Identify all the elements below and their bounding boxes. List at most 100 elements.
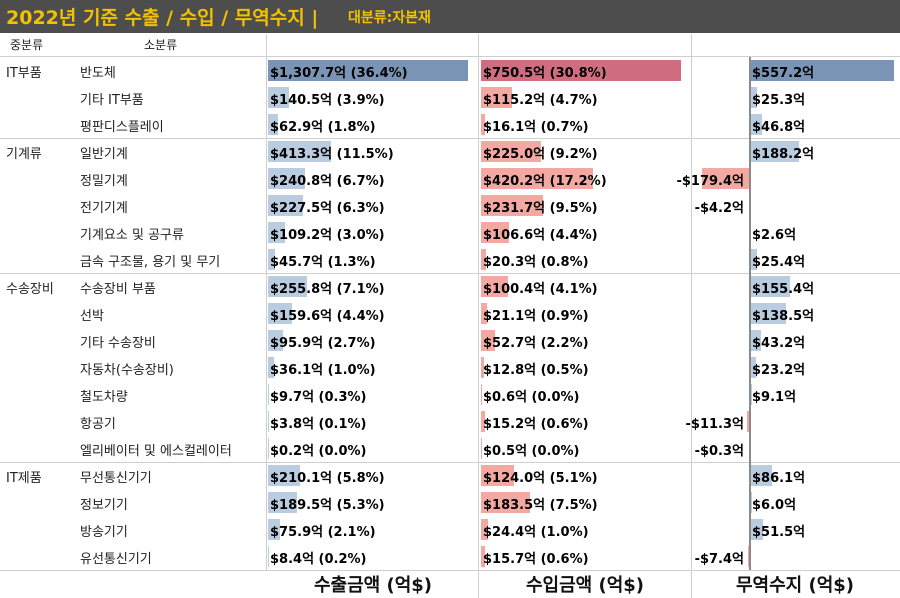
import-bar (481, 438, 482, 459)
subcategory-label: 무선통신기기 (80, 471, 152, 486)
import-bar (481, 384, 482, 405)
export-value-label: $159.6억 (4.4%) (270, 309, 385, 324)
export-value-label: $413.3억 (11.5%) (270, 147, 394, 162)
import-bar (481, 330, 496, 351)
export-bar (268, 492, 297, 513)
balance-value-label: $2.6억 (752, 228, 797, 243)
subcategory-label: 자동차(수송장비) (80, 363, 174, 378)
category-filter[interactable]: 대분류:자본재 (348, 10, 431, 26)
export-bar (268, 222, 285, 243)
import-value-label: $20.3억 (0.8%) (483, 255, 589, 270)
import-value-label: $12.8억 (0.5%) (483, 363, 589, 378)
import-bar (481, 87, 512, 108)
export-value-label: $95.9억 (2.7%) (270, 336, 376, 351)
export-value-label: $189.5억 (5.3%) (270, 498, 385, 513)
balance-bar (750, 357, 756, 378)
import-bar (481, 465, 515, 486)
subcategory-label: 항공기 (80, 417, 116, 432)
export-bar (268, 114, 278, 135)
import-bar (481, 411, 486, 432)
balance-bar (750, 87, 757, 108)
category-label: 수송장비 (6, 282, 54, 297)
export-value-label: $227.5억 (6.3%) (270, 201, 385, 216)
export-bar (268, 303, 293, 324)
import-value-label: $24.4억 (1.0%) (483, 525, 589, 540)
import-bar (481, 303, 487, 324)
balance-column-label: 무역수지 (억$) (735, 575, 855, 596)
balance-value-label: -$7.4억 (694, 552, 744, 567)
balance-bar (750, 141, 799, 162)
import-value-label: $16.1억 (0.7%) (483, 120, 589, 135)
import-value-label: $52.7억 (2.2%) (483, 336, 589, 351)
subcategory-label: 정보기기 (80, 498, 128, 513)
subcategory-label: 정밀기계 (80, 174, 128, 189)
balance-value-label: $23.2억 (752, 363, 806, 378)
export-bar (268, 384, 270, 405)
export-bar (268, 87, 290, 108)
subcategory-label: 기타 IT부품 (80, 93, 144, 108)
export-bar (268, 168, 305, 189)
export-value-label: $140.5억 (3.9%) (270, 93, 385, 108)
grid-line-group (0, 273, 900, 274)
import-value-label: $15.2억 (0.6%) (483, 417, 589, 432)
category-label: 기계류 (6, 147, 42, 162)
subcategory-label: 유선통신기기 (80, 552, 152, 567)
header-minor: 소분류 (144, 38, 178, 52)
grid-line-export-right (478, 34, 479, 598)
grid-line-group (0, 138, 900, 139)
subcategory-label: 수송장비 부품 (80, 282, 156, 297)
import-bar (481, 357, 485, 378)
import-value-label: $0.5억 (0.0%) (483, 444, 580, 459)
export-value-label: $240.8억 (6.7%) (270, 174, 385, 189)
subcategory-label: 반도체 (80, 66, 116, 81)
import-value-label: $225.0억 (9.2%) (483, 147, 598, 162)
export-value-label: $75.9억 (2.1%) (270, 525, 376, 540)
import-value-label: $231.7억 (9.5%) (483, 201, 598, 216)
import-bar (481, 195, 543, 216)
page-title: 2022년 기준 수출 / 수입 / 무역수지 | (6, 7, 319, 29)
import-column-label: 수입금액 (억$) (525, 575, 645, 596)
export-bar (268, 195, 303, 216)
balance-bar (750, 384, 753, 405)
export-value-label: $255.8억 (7.1%) (270, 282, 385, 297)
export-value-label: $109.2억 (3.0%) (270, 228, 385, 243)
balance-bar (750, 114, 763, 135)
balance-bar (750, 519, 764, 540)
balance-bar (746, 411, 750, 432)
import-bar (481, 276, 508, 297)
balance-value-label: $25.4억 (752, 255, 806, 270)
balance-value-label: $25.3억 (752, 93, 806, 108)
balance-value-label: $43.2억 (752, 336, 806, 351)
balance-bar (750, 303, 786, 324)
import-value-label: $106.6억 (4.4%) (483, 228, 598, 243)
import-value-label: $100.4억 (4.1%) (483, 282, 598, 297)
export-bar (268, 411, 269, 432)
balance-value-label: $188.2억 (752, 147, 815, 162)
export-bar (268, 519, 280, 540)
export-value-label: $210.1억 (5.8%) (270, 471, 385, 486)
category-label: IT제품 (6, 471, 42, 486)
export-bar (268, 60, 468, 81)
title-bar: 2022년 기준 수출 / 수입 / 무역수지 | 대분류:자본재 (0, 0, 900, 33)
export-value-label: $9.7억 (0.3%) (270, 390, 367, 405)
balance-value-label: $46.8억 (752, 120, 806, 135)
import-bar (481, 519, 488, 540)
export-bar (268, 438, 269, 459)
balance-bar (750, 330, 762, 351)
balance-value-label: -$4.2억 (694, 201, 744, 216)
export-bar (268, 546, 270, 567)
grid-line-header (0, 56, 900, 57)
export-value-label: $62.9억 (1.8%) (270, 120, 376, 135)
import-bar (481, 114, 486, 135)
subcategory-label: 기계요소 및 공구류 (80, 228, 184, 243)
export-bar (268, 357, 274, 378)
export-value-label: $1,307.7억 (36.4%) (270, 66, 408, 81)
balance-value-label: $51.5억 (752, 525, 806, 540)
balance-value-label: -$179.4억 (676, 174, 744, 189)
subcategory-label: 방송기기 (80, 525, 128, 540)
import-value-label: $15.7억 (0.6%) (483, 552, 589, 567)
export-bar (268, 141, 332, 162)
category-label: IT부품 (6, 66, 42, 81)
subcategory-label: 평판디스플레이 (80, 120, 164, 135)
export-bar (268, 276, 308, 297)
